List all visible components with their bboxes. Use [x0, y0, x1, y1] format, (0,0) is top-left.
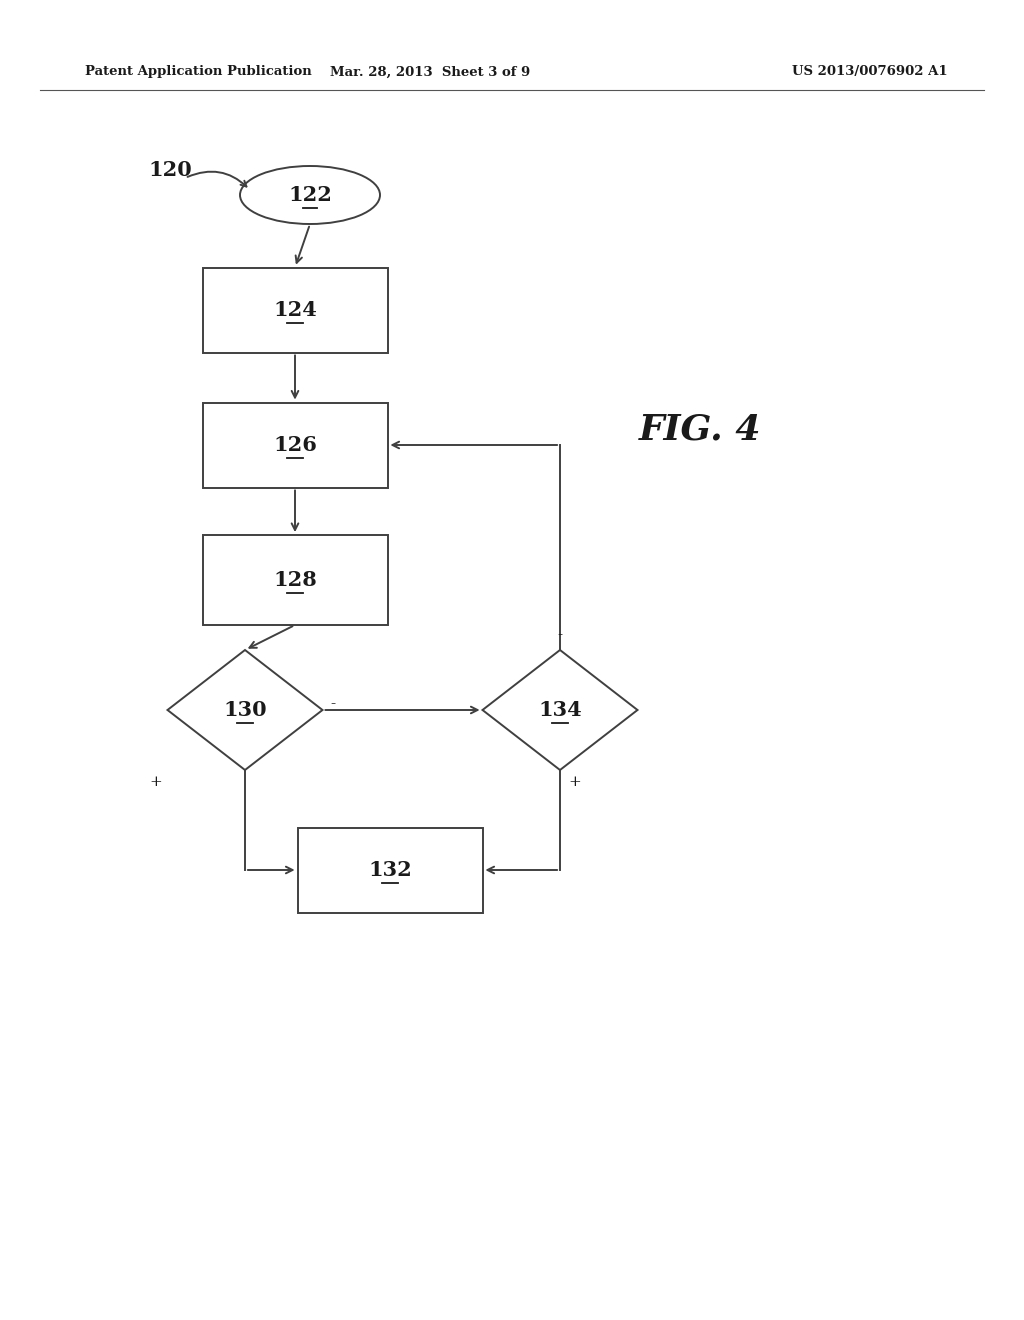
Text: Patent Application Publication: Patent Application Publication — [85, 66, 311, 78]
Text: US 2013/0076902 A1: US 2013/0076902 A1 — [793, 66, 948, 78]
Text: 124: 124 — [273, 300, 317, 319]
Ellipse shape — [240, 166, 380, 224]
Text: +: + — [568, 775, 581, 789]
Text: -: - — [331, 697, 336, 711]
Text: 122: 122 — [288, 185, 332, 205]
Bar — [298, 828, 482, 912]
Text: FIG. 4: FIG. 4 — [639, 413, 761, 447]
Polygon shape — [168, 649, 323, 770]
Bar — [203, 268, 387, 352]
Text: 128: 128 — [273, 570, 316, 590]
Text: 120: 120 — [148, 160, 191, 180]
Text: Mar. 28, 2013  Sheet 3 of 9: Mar. 28, 2013 Sheet 3 of 9 — [330, 66, 530, 78]
Text: 126: 126 — [273, 436, 317, 455]
Text: -: - — [557, 628, 562, 642]
Text: 134: 134 — [539, 700, 582, 719]
Text: +: + — [150, 775, 163, 789]
Bar — [203, 403, 387, 487]
Polygon shape — [482, 649, 638, 770]
Text: 132: 132 — [368, 861, 412, 880]
Bar — [203, 535, 387, 624]
Text: 130: 130 — [223, 700, 267, 719]
